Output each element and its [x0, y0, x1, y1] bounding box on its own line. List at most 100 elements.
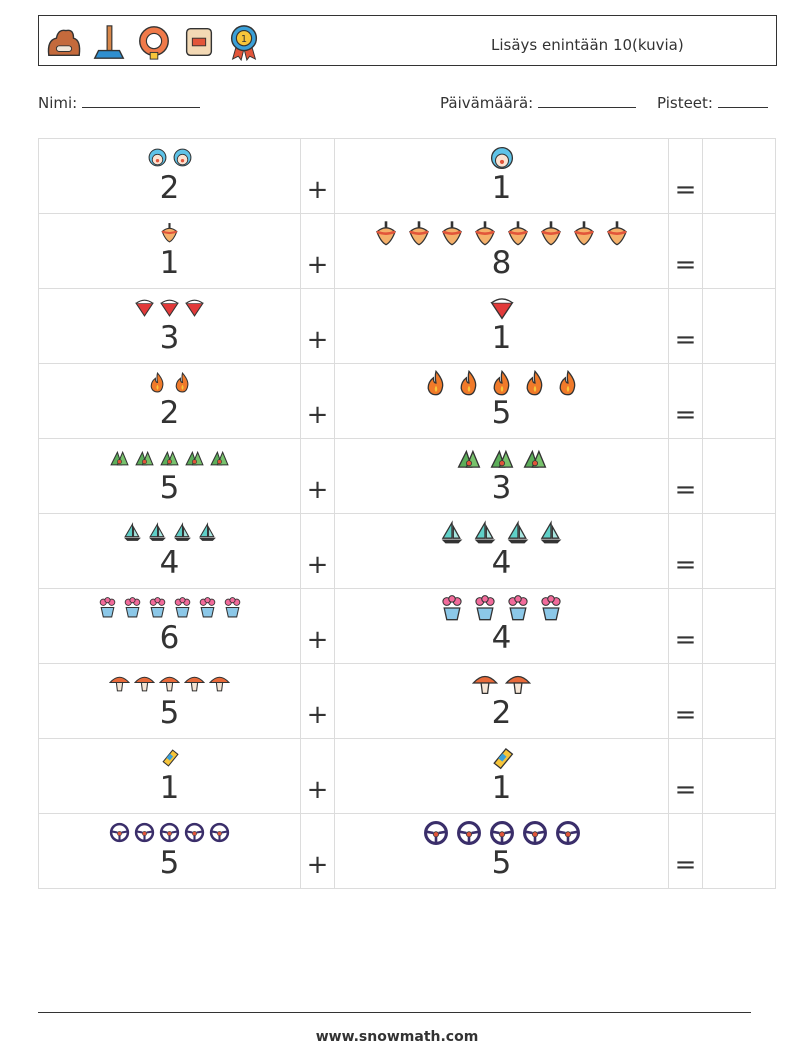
spinning-top-icon	[508, 221, 528, 246]
addend-a-cell: 6	[38, 588, 301, 664]
sailboat-icon	[507, 520, 529, 544]
flower-pot-icon	[199, 597, 215, 618]
answer-cell[interactable]	[702, 813, 776, 889]
addend-a-cell: 3	[38, 288, 301, 364]
addend-a: 5	[159, 695, 180, 731]
steering-wheel-icon	[134, 822, 155, 843]
equals-cell: =	[668, 213, 703, 289]
fire-icon	[427, 370, 443, 396]
answer-cell[interactable]	[702, 738, 776, 814]
addend-a-pictures	[39, 522, 300, 543]
holly-icon	[457, 449, 480, 468]
plus-sign: +	[306, 775, 329, 805]
addend-b-pictures	[335, 595, 668, 621]
spinning-top-icon	[442, 221, 462, 246]
answer-cell[interactable]	[702, 663, 776, 739]
date-field: Päivämäärä:	[440, 93, 636, 112]
addend-b-cell: 3	[334, 438, 669, 514]
sailboat-icon	[474, 520, 496, 544]
ticket-icon	[492, 747, 513, 770]
sailboat-icon	[441, 520, 463, 544]
answer-cell[interactable]	[702, 138, 776, 214]
answer-cell[interactable]	[702, 213, 776, 289]
answer-cell[interactable]	[702, 588, 776, 664]
plus-cell: +	[300, 813, 335, 889]
problem-row: 5 +2 =	[38, 663, 776, 739]
equals-cell: =	[668, 663, 703, 739]
steering-wheel-icon	[489, 821, 514, 845]
addend-b-pictures	[335, 445, 668, 471]
mushroom-icon	[505, 675, 531, 695]
flower-pot-icon	[149, 597, 165, 618]
addend-a-pictures	[39, 822, 300, 843]
svg-text:1: 1	[241, 34, 247, 45]
equals-sign: =	[674, 550, 697, 580]
addend-a: 4	[159, 545, 180, 581]
sailboat-icon	[540, 520, 562, 544]
medal-ribbon-icon: 1	[230, 25, 258, 62]
addend-b-cell: 2	[334, 663, 669, 739]
name-line[interactable]	[82, 93, 201, 108]
addend-a-cell: 1	[38, 738, 301, 814]
addend-a: 2	[159, 170, 180, 206]
score-line[interactable]	[717, 93, 768, 108]
steering-wheel-icon	[109, 822, 130, 843]
addend-b-pictures	[335, 220, 668, 246]
addend-a-pictures	[39, 147, 300, 168]
name-field: Nimi:	[38, 93, 201, 112]
addend-b: 4	[491, 620, 512, 656]
answer-cell[interactable]	[702, 288, 776, 364]
equals-sign: =	[674, 400, 697, 430]
sailboat-icon	[123, 522, 141, 541]
answer-cell[interactable]	[702, 438, 776, 514]
spinning-top-icon	[574, 221, 594, 246]
addend-a: 5	[159, 845, 180, 881]
worksheet-title: Lisäys enintään 10(kuvia)	[491, 36, 684, 54]
flower-pot-icon	[541, 595, 561, 621]
equals-sign: =	[674, 325, 697, 355]
holly-icon	[523, 449, 546, 468]
addend-a: 1	[159, 245, 180, 281]
mushroom-icon	[184, 676, 205, 692]
film-roll-icon	[185, 27, 213, 57]
addend-b: 2	[491, 695, 512, 731]
problem-row: 2 +5 =	[38, 363, 776, 439]
addend-b: 1	[491, 320, 512, 356]
plus-sign: +	[306, 850, 329, 880]
date-line[interactable]	[538, 93, 636, 108]
addend-b: 8	[491, 245, 512, 281]
spinning-top-icon	[541, 221, 561, 246]
addend-a-pictures	[39, 447, 300, 468]
plus-cell: +	[300, 738, 335, 814]
answer-cell[interactable]	[702, 513, 776, 589]
watermelon-slice-icon	[135, 299, 154, 317]
addend-b-cell: 5	[334, 363, 669, 439]
plus-sign: +	[306, 700, 329, 730]
addend-a-pictures	[39, 597, 300, 618]
equals-cell: =	[668, 813, 703, 889]
addend-b: 5	[491, 395, 512, 431]
sailboat-icon	[198, 522, 216, 541]
addend-b-cell: 1	[334, 288, 669, 364]
fire-icon	[150, 372, 163, 393]
plus-cell: +	[300, 288, 335, 364]
problem-row: 3 +1 =	[38, 288, 776, 364]
equals-sign: =	[674, 700, 697, 730]
addend-a-cell: 1	[38, 213, 301, 289]
equals-cell: =	[668, 513, 703, 589]
plus-cell: +	[300, 138, 335, 214]
plus-cell: +	[300, 513, 335, 589]
plus-sign: +	[306, 250, 329, 280]
holly-icon	[210, 450, 229, 466]
problem-row: 4 +4 =	[38, 513, 776, 589]
sailboat-icon	[173, 522, 191, 541]
answer-cell[interactable]	[702, 363, 776, 439]
addend-a-pictures	[39, 297, 300, 318]
equals-sign: =	[674, 850, 697, 880]
fire-icon	[493, 370, 509, 396]
addend-a: 6	[159, 620, 180, 656]
addend-a: 1	[159, 770, 180, 806]
steering-wheel-icon	[159, 822, 180, 843]
plus-cell: +	[300, 363, 335, 439]
mushroom-icon	[109, 676, 130, 692]
